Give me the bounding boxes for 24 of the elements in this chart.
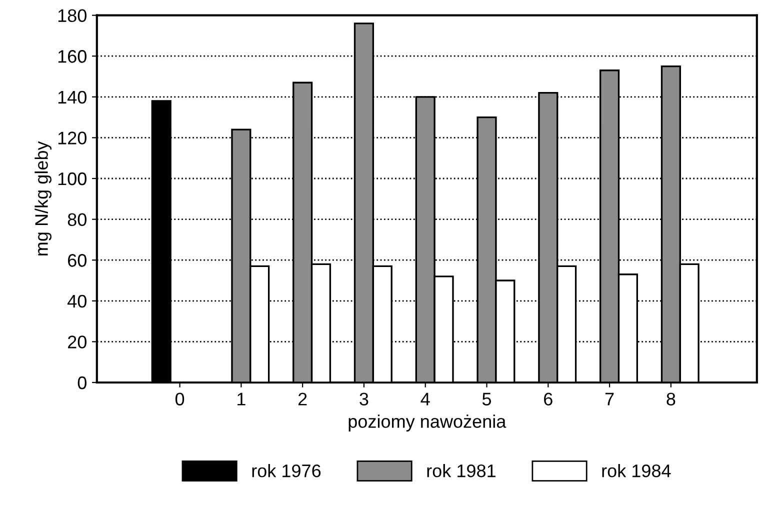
y-tick-label: 80 — [68, 213, 86, 226]
y-tick-label: 180 — [58, 9, 86, 22]
y-tick-label: 0 — [78, 376, 86, 390]
x-tick-label: 0 — [175, 392, 184, 406]
x-tick-label: 1 — [238, 392, 246, 406]
x-tick-label: 3 — [360, 392, 368, 406]
y-tick-label: 120 — [58, 132, 86, 144]
legend-label: rok 1984 — [602, 464, 671, 478]
x-axis-title: poziomy nawożenia — [348, 414, 506, 432]
y-axis-title: mg N/kg gleby — [34, 141, 52, 256]
y-tick-label: 160 — [58, 50, 86, 63]
y-tick-label: 100 — [58, 172, 86, 186]
legend-label: rok 1976 — [252, 464, 321, 478]
x-tick-label: 8 — [666, 392, 676, 406]
y-tick-label: 20 — [68, 336, 86, 348]
x-tick-label: 4 — [420, 392, 430, 406]
x-tick-label: 7 — [605, 392, 614, 406]
y-tick-label: 40 — [68, 294, 86, 308]
y-tick-label: 140 — [58, 90, 86, 104]
x-tick-label: 5 — [482, 392, 492, 406]
y-tick-label: 60 — [68, 254, 86, 267]
legend-label: rok 1981 — [427, 464, 496, 478]
x-tick-label: 6 — [544, 392, 552, 406]
x-tick-label: 2 — [298, 392, 307, 406]
